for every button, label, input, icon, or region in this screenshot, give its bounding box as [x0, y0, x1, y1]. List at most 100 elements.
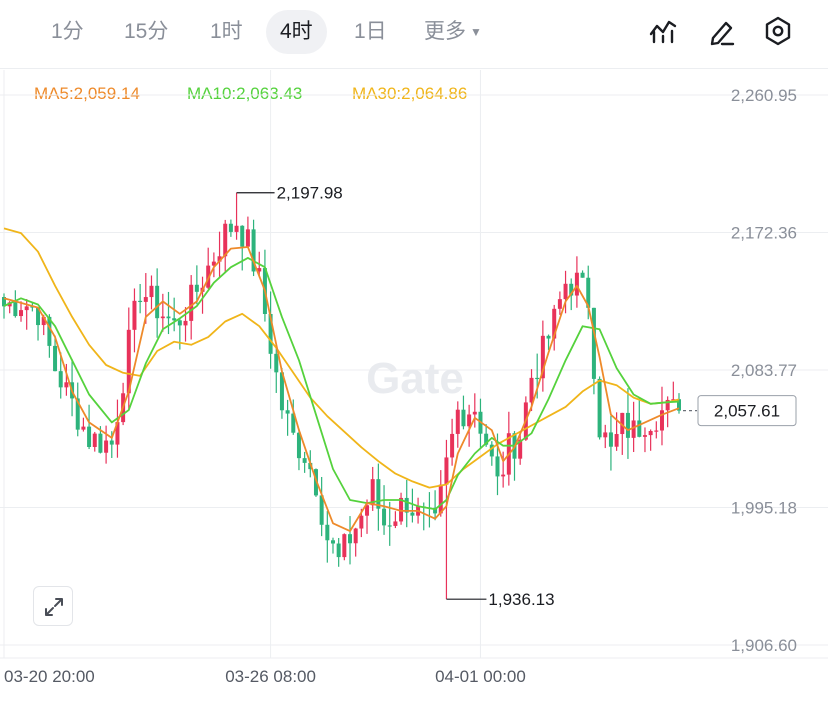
- candle-body: [631, 420, 636, 438]
- watermark-logo: Gate: [366, 354, 464, 403]
- candle-body: [671, 399, 676, 401]
- candle-body: [348, 534, 353, 544]
- candle-body: [342, 534, 347, 558]
- candle-body: [291, 413, 296, 433]
- candle-body: [319, 495, 324, 525]
- candle-body: [325, 524, 330, 541]
- candle-body: [211, 261, 216, 266]
- tab-1hour[interactable]: 1时: [210, 20, 243, 43]
- ma5-line: [3, 246, 680, 532]
- draw-icon[interactable]: [705, 14, 737, 48]
- y-tick-label: 1,995.18: [731, 499, 797, 518]
- candle-body: [81, 426, 86, 430]
- candle-body: [450, 433, 455, 458]
- high-marker-label: 2,197.98: [277, 184, 343, 203]
- candle-body: [160, 316, 165, 319]
- candle-body: [467, 414, 472, 427]
- candle-body: [557, 299, 562, 309]
- candle-body: [234, 225, 239, 232]
- candle-body: [302, 458, 307, 463]
- candle-body: [115, 422, 120, 445]
- candle-body: [382, 508, 387, 526]
- expand-icon: [45, 598, 63, 616]
- candle-body: [376, 479, 381, 509]
- more-label: 更多: [424, 20, 466, 43]
- candle-body: [217, 256, 222, 262]
- candle-body: [665, 399, 670, 411]
- candle-body: [654, 430, 659, 432]
- candle-body: [489, 444, 494, 457]
- candle-body: [257, 268, 262, 272]
- candle-body: [518, 439, 523, 459]
- candle-body: [535, 377, 540, 380]
- candle-body: [223, 223, 228, 257]
- last-price-box: [697, 395, 797, 427]
- y-tick-label: 1,906.60: [731, 636, 797, 655]
- ma30-line: [3, 227, 680, 489]
- candle-body: [574, 272, 579, 296]
- candle-body: [240, 225, 245, 247]
- candle-body: [149, 285, 154, 298]
- candle-body: [2, 297, 6, 307]
- tab-1min[interactable]: 1分: [51, 20, 84, 43]
- candle-body: [563, 283, 568, 300]
- candle-body: [625, 412, 630, 438]
- candle-body: [30, 306, 35, 308]
- ma10-label: MA10:2,063.43: [187, 84, 303, 103]
- y-tick-label: 2,172.36: [731, 224, 797, 243]
- candle-body: [648, 431, 653, 436]
- candle-body: [614, 434, 619, 447]
- timeframe-bar: 1分 15分 1时 4时 1日 更多 ▼: [0, 0, 828, 64]
- tab-1day[interactable]: 1日: [354, 20, 387, 43]
- candle-body: [47, 316, 52, 346]
- x-tick-label: 03-26 08:00: [225, 667, 316, 686]
- ma5-label: MA5:2,059.14: [34, 84, 140, 103]
- candle-body: [166, 316, 171, 319]
- candle-body: [637, 420, 642, 437]
- settings-icon[interactable]: [762, 14, 794, 48]
- candle-body: [336, 543, 341, 558]
- candle-body: [642, 435, 647, 437]
- candle-body: [172, 318, 177, 321]
- candle-body: [387, 525, 392, 527]
- candle-body: [13, 302, 18, 317]
- candle-body: [109, 440, 114, 445]
- candle-body: [484, 433, 489, 445]
- candle-body: [245, 229, 250, 247]
- candle-body: [461, 409, 466, 427]
- candle-body: [268, 313, 273, 354]
- candle-body: [251, 229, 256, 272]
- candle-body: [194, 284, 199, 292]
- candle-body: [495, 456, 500, 477]
- candle-body: [438, 484, 443, 514]
- fullscreen-button[interactable]: [33, 586, 73, 626]
- candle-body: [586, 277, 591, 308]
- candle-body: [132, 300, 137, 330]
- candle-body: [472, 411, 477, 415]
- candle-body: [24, 306, 29, 311]
- candle-body: [53, 345, 58, 372]
- candle-body: [126, 329, 131, 394]
- candle-body: [591, 307, 596, 379]
- candle-body: [19, 310, 24, 317]
- candle-body: [285, 410, 290, 414]
- candle-body: [75, 398, 80, 430]
- tab-15min[interactable]: 15分: [124, 20, 169, 43]
- candle-body: [58, 371, 63, 388]
- candle-body: [404, 497, 409, 513]
- tab-4hour[interactable]: 4时: [266, 10, 327, 54]
- y-tick-label: 2,083.77: [731, 361, 797, 380]
- candle-body: [569, 283, 574, 296]
- candle-body: [399, 497, 404, 522]
- candle-body: [677, 399, 681, 411]
- candle-body: [529, 377, 534, 403]
- candle-body: [370, 479, 375, 506]
- candle-body: [580, 272, 585, 278]
- candle-body: [189, 284, 194, 321]
- candle-body: [365, 505, 370, 516]
- indicator-icon[interactable]: [647, 14, 679, 48]
- candle-body: [98, 433, 103, 453]
- more-timeframes-dropdown[interactable]: 更多 ▼: [416, 10, 490, 54]
- candle-body: [359, 515, 364, 529]
